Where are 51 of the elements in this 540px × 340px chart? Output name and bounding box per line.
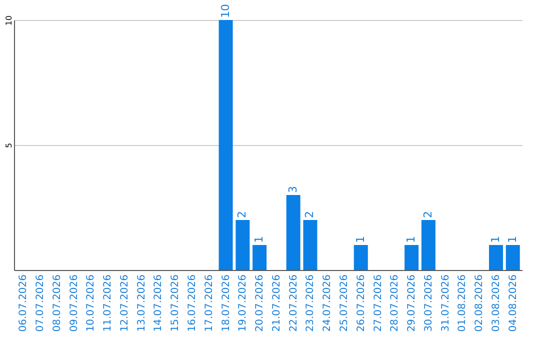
x-tick-label: 09.07.2026 bbox=[68, 274, 80, 332]
x-tick-label: 18.07.2026 bbox=[220, 274, 232, 332]
data-label: 1 bbox=[354, 236, 367, 243]
data-label: 1 bbox=[252, 236, 266, 243]
x-tick-label: 25.07.2026 bbox=[338, 274, 350, 332]
bar bbox=[488, 245, 503, 270]
x-tick-label: 19.07.2026 bbox=[238, 274, 249, 332]
x-tick-label: 04.08.2026 bbox=[508, 274, 519, 332]
data-label: 3 bbox=[286, 186, 300, 193]
x-tick-label: 31.07.2026 bbox=[440, 274, 452, 332]
x-tick-label: 16.07.2026 bbox=[187, 274, 198, 332]
x-tick-label: 06.07.2026 bbox=[18, 274, 30, 332]
bar bbox=[404, 245, 419, 270]
x-tick-label: 23.07.2026 bbox=[305, 274, 316, 332]
bar bbox=[252, 245, 267, 270]
x-tick-label: 07.07.2026 bbox=[35, 274, 46, 332]
x-tick-label: 29.07.2026 bbox=[406, 274, 418, 332]
x-tick-label: 26.07.2026 bbox=[356, 274, 367, 332]
x-tick-label: 14.07.2026 bbox=[153, 274, 164, 332]
x-tick-label: 21.07.2026 bbox=[271, 274, 282, 332]
x-tick-label: 11.07.2026 bbox=[102, 274, 114, 332]
x-tick-label: 02.08.2026 bbox=[474, 274, 486, 332]
x-tick-label: 17.07.2026 bbox=[204, 274, 215, 332]
data-label: 1 bbox=[404, 236, 418, 243]
data-label: 10 bbox=[218, 4, 232, 18]
bar bbox=[421, 220, 436, 270]
x-tick-label: 27.07.2026 bbox=[372, 274, 384, 332]
data-label: 2 bbox=[236, 211, 249, 218]
bar bbox=[218, 20, 233, 270]
x-tick-label: 15.07.2026 bbox=[170, 274, 182, 332]
data-label: 2 bbox=[303, 211, 316, 218]
x-tick-label: 22.07.2026 bbox=[288, 274, 300, 332]
x-tick-label: 13.07.2026 bbox=[136, 274, 148, 332]
x-tick-label: 01.08.2026 bbox=[457, 274, 468, 332]
x-tick-label: 20.07.2026 bbox=[254, 274, 266, 332]
x-tick-label: 28.07.2026 bbox=[390, 274, 401, 332]
y-tick-label: 5 bbox=[4, 142, 14, 148]
bar bbox=[236, 220, 250, 270]
bar bbox=[506, 245, 520, 270]
x-tick-label: 30.07.2026 bbox=[423, 274, 434, 332]
data-label: 1 bbox=[506, 236, 519, 243]
x-tick-label: 03.08.2026 bbox=[490, 274, 502, 332]
bar bbox=[286, 195, 300, 270]
x-tick-label: 24.07.2026 bbox=[322, 274, 334, 332]
bar bbox=[303, 220, 318, 270]
x-tick-label: 12.07.2026 bbox=[119, 274, 130, 332]
data-label: 1 bbox=[488, 236, 502, 243]
x-tick-label: 08.07.2026 bbox=[52, 274, 63, 332]
data-label: 2 bbox=[421, 211, 434, 218]
x-tick-label: 10.07.2026 bbox=[86, 274, 97, 332]
bar bbox=[354, 245, 368, 270]
